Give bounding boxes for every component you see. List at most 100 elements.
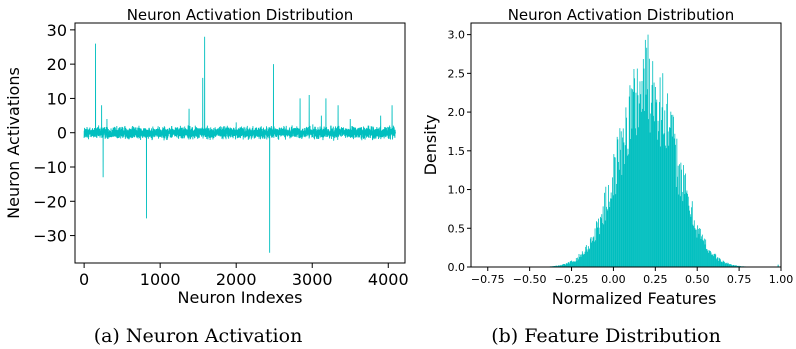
histogram-bar (681, 169, 682, 267)
histogram-bar (703, 238, 705, 267)
histogram-bar (673, 138, 675, 267)
histogram-bar (637, 95, 639, 267)
histogram-bar (610, 198, 611, 267)
histogram-bar (735, 265, 737, 267)
histogram-bar (563, 263, 564, 267)
histogram-bar (612, 177, 613, 267)
histogram-bar (633, 69, 635, 267)
histogram-bar (628, 154, 629, 267)
histogram-bar (699, 228, 701, 267)
histogram-bar (555, 265, 557, 267)
histogram-bar (577, 259, 579, 267)
left-x-tick-label: 1000 (140, 270, 181, 289)
histogram-bar (572, 261, 574, 267)
histogram-bar (644, 39, 646, 268)
histogram-bar (726, 262, 727, 267)
histogram-bar (711, 254, 713, 267)
left-x-tick-label: 3000 (292, 270, 333, 289)
right-plot-frame (470, 22, 782, 268)
histogram-bar (698, 233, 700, 267)
histogram-bar (595, 240, 597, 267)
histogram-bar (734, 264, 736, 267)
histogram-bar (628, 96, 630, 267)
histogram-bar (699, 228, 701, 267)
left-x-tick-label: 2000 (216, 270, 257, 289)
histogram-bar (553, 265, 555, 267)
histogram-bar (707, 250, 709, 267)
histogram-bar (697, 225, 699, 267)
histogram-bar (600, 216, 601, 267)
histogram-bar (678, 194, 680, 267)
histogram-bar (720, 261, 722, 267)
histogram-bar (577, 257, 579, 267)
histogram-bar (603, 224, 605, 267)
histogram-bar (558, 265, 560, 267)
histogram-bar (620, 149, 621, 267)
histogram-bar (695, 229, 697, 267)
histogram-bar (581, 251, 583, 267)
histogram-bar (705, 248, 707, 267)
histogram-bar (624, 145, 626, 267)
histogram-bar (659, 77, 661, 267)
histogram-bar (596, 221, 597, 267)
left-plot-area (83, 36, 396, 253)
histogram-bar (582, 253, 584, 267)
histogram-bar (591, 242, 593, 267)
right-y-tick-label: 0.5 (448, 222, 466, 235)
histogram-bar (579, 254, 581, 267)
histogram-bar (583, 253, 585, 267)
histogram-bar (730, 264, 732, 267)
histogram-bar (717, 261, 719, 267)
histogram-bar (593, 236, 595, 267)
histogram-bar (729, 264, 731, 267)
histogram-bar (682, 201, 684, 267)
histogram-bar (671, 114, 672, 267)
right-y-tick-label: 3.0 (448, 29, 466, 42)
histogram-bar (580, 256, 582, 267)
histogram-bar (641, 81, 643, 267)
right-x-tick-label: 0.00 (601, 273, 626, 286)
histogram-bar (701, 234, 703, 267)
histogram-bar (585, 245, 587, 267)
histogram-bar (576, 260, 578, 267)
histogram-bar (677, 165, 679, 267)
histogram-bar (629, 85, 631, 268)
histogram-bar (668, 145, 670, 267)
histogram-bar (685, 173, 686, 267)
left-y-tick-label: 30 (47, 21, 67, 40)
histogram-bar (649, 132, 651, 267)
histogram-bar (666, 103, 668, 268)
histogram-bar (556, 265, 558, 267)
histogram-bar (610, 192, 612, 267)
histogram-bar (661, 120, 662, 267)
histogram-bar (707, 252, 709, 267)
histogram-bar (625, 107, 627, 267)
histogram-bar (724, 263, 726, 267)
right-x-tick-label: −0.25 (555, 273, 589, 286)
histogram-bar (588, 249, 590, 267)
histogram-bar (608, 185, 609, 267)
histogram-bar (600, 218, 602, 267)
histogram-bar (659, 102, 660, 267)
histogram-bar (555, 265, 556, 267)
histogram-bar (601, 214, 603, 267)
histogram-bar (650, 113, 652, 267)
histogram-bar (661, 107, 663, 267)
histogram-bar (667, 131, 669, 267)
histogram-bar (623, 142, 625, 267)
histogram-bar (691, 207, 692, 267)
histogram-bar (608, 201, 610, 267)
histogram-bar (605, 186, 607, 267)
histogram-bar (559, 265, 560, 267)
histogram-bar (663, 134, 664, 267)
histogram-bar (660, 146, 662, 267)
histogram-bar (636, 68, 638, 267)
histogram-bar (716, 258, 718, 267)
histogram-bar (712, 254, 714, 267)
histogram-bar (560, 264, 562, 267)
histogram-bar (701, 236, 703, 267)
histogram-bar (704, 244, 706, 267)
histogram-bar (565, 263, 567, 267)
histogram-bar (688, 205, 690, 267)
